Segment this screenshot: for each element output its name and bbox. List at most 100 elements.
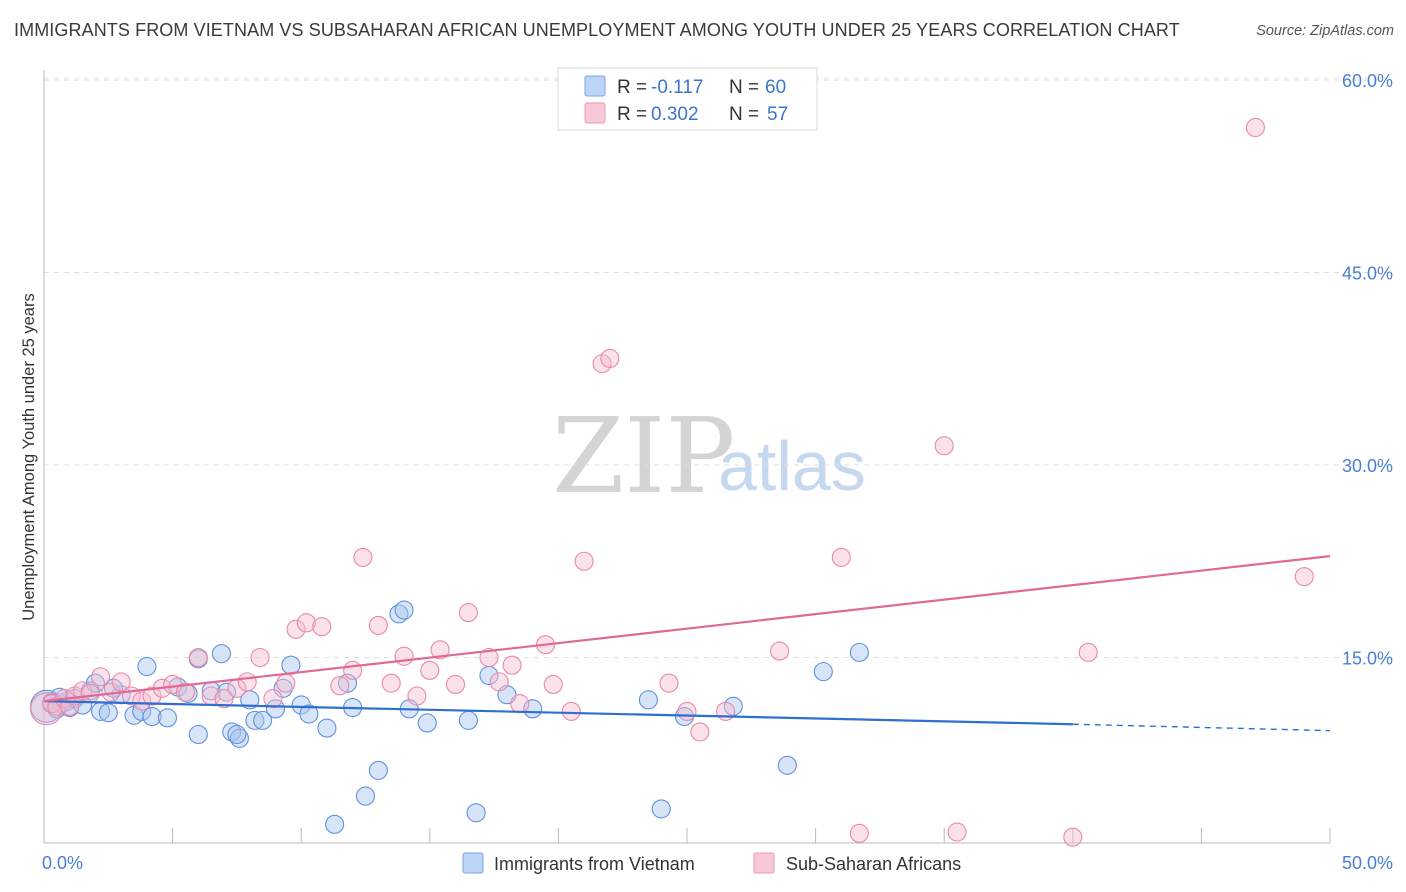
point-subsaharan	[543, 674, 563, 695]
point-vietnam	[211, 644, 232, 664]
point-vietnam	[317, 718, 337, 738]
bottom-legend-swatch-vietnam	[462, 852, 484, 874]
point-subsaharan	[677, 701, 697, 721]
point-subsaharan	[690, 722, 710, 742]
legend-swatch-vietnam	[584, 75, 606, 97]
legend-r-value-1: -0.117	[651, 77, 703, 98]
watermark-atlas: atlas	[718, 427, 866, 505]
point-subsaharan	[445, 674, 466, 695]
chart-source: Source: ZipAtlas.com	[1256, 23, 1394, 39]
point-subsaharan	[489, 672, 509, 692]
point-vietnam	[325, 814, 345, 834]
point-vietnam	[466, 803, 486, 823]
point-vietnam	[245, 710, 265, 730]
point-subsaharan	[188, 647, 208, 668]
point-subsaharan	[510, 694, 530, 714]
point-subsaharan	[1063, 827, 1083, 847]
point-vietnam	[458, 710, 478, 730]
point-subsaharan	[111, 672, 131, 692]
point-subsaharan	[1294, 567, 1314, 587]
point-vietnam	[394, 600, 414, 620]
point-vietnam	[389, 604, 409, 624]
legend-n-label-2: N =	[729, 104, 759, 125]
point-subsaharan	[142, 686, 162, 706]
x-tick-label: 50.0%	[1342, 853, 1393, 873]
y-tick-label: 30.0%	[1342, 456, 1393, 476]
point-vietnam	[222, 722, 242, 742]
point-subsaharan	[849, 823, 869, 843]
legend-n-label-1: N =	[729, 77, 759, 98]
y-axis-label: Unemployment Among Youth under 25 years	[20, 293, 38, 620]
y-tick-label: 60.0%	[1342, 71, 1393, 91]
point-subsaharan	[561, 701, 581, 721]
x-tick-label: 0.0%	[42, 853, 83, 873]
point-subsaharan	[296, 613, 316, 633]
legend-r-label-2: R =	[617, 104, 647, 125]
point-subsaharan	[659, 673, 679, 693]
point-subsaharan	[237, 672, 257, 692]
point-subsaharan	[175, 682, 196, 702]
legend-n-value-1: 60	[765, 77, 786, 98]
trend-line-vietnam-extension	[1072, 723, 1331, 732]
point-subsaharan	[502, 655, 522, 675]
point-vietnam	[777, 755, 797, 775]
legend-swatch-subsaharan	[584, 102, 606, 124]
point-vietnam	[355, 786, 376, 806]
point-subsaharan	[343, 660, 363, 680]
point-vietnam	[188, 724, 208, 745]
point-vietnam	[337, 673, 358, 693]
point-vietnam	[253, 710, 273, 730]
y-axis-ticks: 15.0% 30.0% 45.0% 60.0%	[1342, 71, 1393, 669]
point-vietnam	[651, 799, 671, 819]
point-subsaharan	[312, 617, 332, 637]
point-vietnam	[227, 724, 247, 745]
x-axis-ticks: 0.0% 50.0%	[42, 853, 1393, 873]
point-subsaharan	[420, 660, 440, 680]
point-subsaharan	[263, 689, 283, 709]
point-subsaharan	[574, 551, 594, 571]
point-subsaharan	[479, 647, 499, 668]
trend-lines	[43, 555, 1331, 732]
gridlines	[44, 77, 1392, 658]
point-subsaharan	[831, 547, 851, 567]
point-subsaharan	[214, 689, 234, 709]
trend-line-subsaharan	[43, 555, 1331, 703]
legend-n-value-2: 57	[767, 104, 788, 125]
point-subsaharan	[430, 640, 450, 660]
point-subsaharan	[1078, 642, 1098, 662]
point-subsaharan	[330, 676, 350, 696]
point-vietnam	[813, 662, 833, 682]
point-subsaharan	[91, 667, 111, 687]
point-vietnam	[849, 642, 869, 662]
bottom-legend-label-vietnam: Immigrants from Vietnam	[494, 854, 695, 874]
point-subsaharan	[353, 547, 373, 567]
point-vietnam	[523, 699, 543, 719]
point-subsaharan	[1245, 117, 1265, 138]
legend-r-value-2: 0.302	[651, 104, 699, 125]
point-subsaharan	[250, 647, 270, 668]
bottom-legend: Immigrants from Vietnam Sub-Saharan Afri…	[462, 852, 961, 874]
bottom-legend-label-subsaharan: Sub-Saharan Africans	[786, 854, 961, 874]
legend-r-label-1: R =	[617, 77, 647, 98]
y-tick-label: 15.0%	[1342, 649, 1393, 669]
point-subsaharan	[276, 673, 296, 693]
point-subsaharan	[716, 701, 736, 721]
point-subsaharan	[600, 348, 620, 369]
chart-title: IMMIGRANTS FROM VIETNAM VS SUBSAHARAN AF…	[14, 20, 1180, 40]
axes	[43, 70, 1331, 844]
watermark-zip: ZIP	[552, 395, 735, 517]
point-vietnam	[98, 703, 118, 723]
point-subsaharan	[934, 436, 954, 456]
point-subsaharan	[80, 683, 100, 703]
point-vietnam	[299, 704, 319, 724]
point-vietnam	[137, 656, 157, 677]
point-vietnam	[273, 678, 293, 698]
point-subsaharan	[132, 691, 152, 711]
point-vietnam	[157, 708, 178, 728]
y-tick-label: 45.0%	[1342, 264, 1393, 284]
point-subsaharan	[394, 646, 414, 666]
point-subsaharan	[368, 615, 388, 635]
point-vietnam	[417, 713, 437, 733]
point-subsaharan	[381, 673, 401, 693]
